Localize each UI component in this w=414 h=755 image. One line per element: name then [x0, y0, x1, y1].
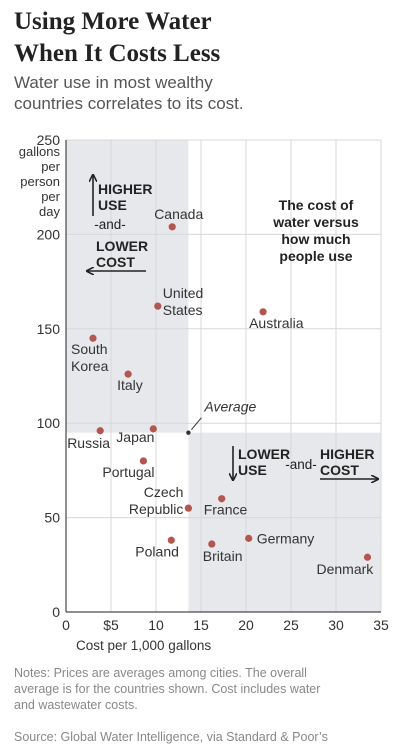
point-label-czech-republic-1: Republic [129, 501, 183, 517]
point-poland [167, 536, 175, 544]
average-pointer [191, 417, 202, 430]
point-united-states [154, 302, 162, 310]
chart-subtitle: Water use in most wealthy countries corr… [14, 72, 404, 114]
point-russia [96, 427, 104, 435]
annot-br-use: USE [238, 462, 267, 478]
point-czech-republic [184, 504, 192, 512]
chart-title: Using More Water When It Costs Less [14, 6, 404, 70]
point-label-germany: Germany [257, 530, 315, 546]
notes-line-3: and wastewater costs. [14, 698, 138, 712]
title-line-2: When It Costs Less [14, 40, 221, 67]
annot-br-higher: HIGHER [320, 446, 374, 462]
point-germany [245, 534, 253, 542]
average-marker [186, 430, 191, 435]
gridlines [66, 139, 382, 612]
subtitle-line-2: countries correlates to its cost. [14, 94, 244, 113]
point-japan [149, 425, 157, 433]
y-axis-label-line-4: day [39, 204, 60, 219]
x-tick-label-5: 25 [283, 617, 299, 633]
point-label-united-states-0: United [163, 285, 203, 301]
point-italy [124, 370, 132, 378]
point-label-portugal: Portugal [102, 464, 154, 480]
callout-line-2: how much [281, 231, 350, 247]
point-label-australia: Australia [249, 315, 304, 331]
title-line-1: Using More Water [14, 8, 212, 35]
annot-tl-cost: COST [96, 254, 135, 270]
point-denmark [363, 553, 372, 561]
y-tick-label-5: 250 [37, 132, 61, 148]
point-label-canada: Canada [154, 206, 203, 222]
notes: Notes: Prices are averages among cities.… [14, 665, 406, 713]
point-australia [259, 308, 267, 316]
point-portugal [139, 457, 147, 465]
annot-tl-and: -and- [94, 217, 126, 232]
point-label-japan: Japan [116, 429, 154, 445]
x-tick-label-4: 20 [238, 617, 254, 633]
shade-top-left [66, 140, 189, 433]
point-canada [168, 223, 176, 231]
x-axis-label: Cost per 1,000 gallons [76, 638, 211, 653]
y-axis-label-line-3: per [41, 189, 60, 204]
x-tick-label-6: 30 [328, 617, 344, 633]
subtitle-line-1: Water use in most wealthy [14, 73, 213, 92]
y-tick-label-1: 50 [44, 510, 60, 526]
x-tick-label-7: 35 [373, 617, 389, 633]
y-axis-label-line-1: per [41, 159, 60, 174]
notes-line-1: Notes: Prices are averages among cities.… [14, 666, 307, 680]
x-tick-label-1: $5 [103, 617, 119, 633]
y-axis-label-line-2: person [20, 174, 60, 189]
point-label-denmark: Denmark [317, 561, 375, 577]
point-label-south-korea-1: Korea [71, 358, 109, 374]
point-label-france: France [204, 502, 248, 518]
point-label-poland: Poland [135, 543, 179, 559]
point-label-russia: Russia [67, 435, 110, 451]
quadrant-shading [66, 140, 381, 612]
y-tick-label-2: 100 [37, 415, 61, 431]
y-axis-label-line-0: gallons [19, 144, 61, 159]
point-label-britain: Britain [203, 548, 243, 564]
annot-br-cost: COST [320, 462, 359, 478]
callout-line-1: water versus [272, 214, 359, 230]
average-label: Average [203, 399, 256, 415]
annot-br-and: -and- [285, 457, 317, 472]
callout-line-3: people use [279, 248, 352, 264]
point-britain [208, 540, 216, 548]
x-tick-label-0: 0 [62, 617, 70, 633]
source-line: Source: Global Water Intelligence, via S… [14, 730, 328, 744]
x-tick-label-2: 10 [148, 617, 164, 633]
annot-tl-higher: HIGHER [98, 181, 152, 197]
point-label-czech-republic-0: Czech [144, 484, 184, 500]
point-south-korea [89, 334, 97, 342]
annot-br-lower: LOWER [238, 446, 290, 462]
y-tick-label-0: 0 [52, 604, 60, 620]
annot-tl-use: USE [98, 197, 127, 213]
x-tick-label-3: 15 [193, 617, 209, 633]
annot-tl-lower: LOWER [96, 238, 148, 254]
y-tick-label-3: 150 [37, 321, 61, 337]
shade-bottom-right [188, 432, 381, 612]
y-tick-label-4: 200 [37, 226, 61, 242]
notes-line-2: average is for the countries shown. Cost… [14, 682, 321, 696]
point-label-united-states-1: States [163, 302, 203, 318]
point-france [218, 495, 226, 503]
point-label-italy: Italy [117, 377, 143, 393]
callout-line-0: The cost of [279, 197, 354, 213]
point-label-south-korea-0: South [71, 341, 108, 357]
